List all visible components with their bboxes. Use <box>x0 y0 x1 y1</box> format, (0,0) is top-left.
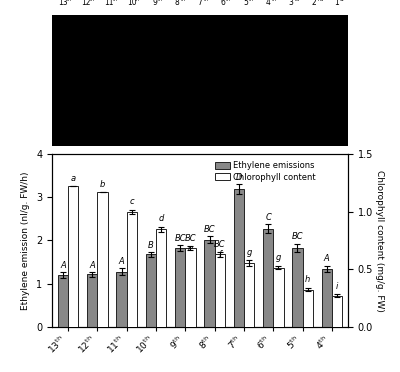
Text: h: h <box>305 276 310 285</box>
Text: B: B <box>148 241 154 250</box>
Bar <box>156 230 166 327</box>
Bar <box>116 272 127 327</box>
Text: BC: BC <box>214 240 226 249</box>
Text: th: th <box>112 0 118 2</box>
Text: d: d <box>158 214 164 224</box>
Bar <box>302 290 313 327</box>
Bar <box>234 189 244 327</box>
Text: A: A <box>324 254 330 263</box>
Text: A: A <box>90 260 95 270</box>
Text: A: A <box>60 261 66 270</box>
Text: th: th <box>181 0 186 2</box>
Text: g: g <box>246 248 252 257</box>
Text: 1: 1 <box>334 0 339 7</box>
Text: BC: BC <box>174 234 186 243</box>
Bar <box>127 212 137 327</box>
Bar <box>322 269 332 327</box>
Text: th: th <box>67 0 72 2</box>
Bar <box>215 254 225 327</box>
Bar <box>263 229 273 327</box>
Text: e: e <box>188 244 193 253</box>
Text: 7: 7 <box>198 0 202 7</box>
Text: 3: 3 <box>289 0 294 7</box>
Y-axis label: Ethylene emission (nl/g. FW/h): Ethylene emission (nl/g. FW/h) <box>22 171 30 310</box>
Text: 13: 13 <box>58 0 68 7</box>
Text: th: th <box>249 0 254 2</box>
Text: th: th <box>135 0 140 2</box>
Bar <box>175 248 185 327</box>
Text: 5: 5 <box>243 0 248 7</box>
Text: nd: nd <box>317 0 324 2</box>
Text: 6: 6 <box>220 0 225 7</box>
Text: A: A <box>119 257 124 266</box>
Bar <box>185 248 196 327</box>
Text: c: c <box>130 197 134 206</box>
Text: 2: 2 <box>312 0 316 7</box>
Text: th: th <box>226 0 232 2</box>
Y-axis label: Chlorophyll content (mg/g. FW): Chlorophyll content (mg/g. FW) <box>375 170 384 311</box>
Bar <box>204 240 215 327</box>
Text: th: th <box>272 0 277 2</box>
Text: 8: 8 <box>175 0 180 7</box>
Bar <box>332 295 342 327</box>
Text: th: th <box>90 0 95 2</box>
Bar <box>98 192 108 327</box>
Text: BC: BC <box>292 232 303 241</box>
Text: b: b <box>100 180 105 189</box>
Text: th: th <box>204 0 209 2</box>
Text: rd: rd <box>295 0 300 2</box>
Bar <box>68 186 78 327</box>
Text: 11: 11 <box>104 0 114 7</box>
Text: BC: BC <box>204 225 215 234</box>
Text: a: a <box>71 174 76 183</box>
Text: th: th <box>158 0 163 2</box>
Bar <box>244 263 254 327</box>
Text: 4: 4 <box>266 0 271 7</box>
Legend: Ethylene emissions, Chlorophyll content: Ethylene emissions, Chlorophyll content <box>211 158 319 185</box>
Bar <box>146 254 156 327</box>
Text: st: st <box>340 0 345 2</box>
Text: D: D <box>236 173 242 182</box>
Text: 12: 12 <box>82 0 91 7</box>
Text: 10: 10 <box>127 0 136 7</box>
Text: C: C <box>265 213 271 222</box>
Bar <box>87 275 98 327</box>
Text: g: g <box>276 253 281 263</box>
Text: f: f <box>218 250 221 259</box>
Text: 9: 9 <box>152 0 157 7</box>
Text: i: i <box>336 282 338 291</box>
Bar <box>273 268 284 327</box>
Bar <box>58 275 68 327</box>
Bar <box>292 248 302 327</box>
Text: BC: BC <box>185 234 196 243</box>
